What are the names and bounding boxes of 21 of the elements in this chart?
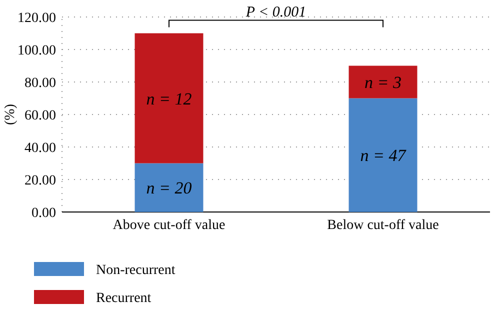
y-tick-label: 40.00: [24, 140, 56, 156]
y-tick-label: 60.00: [24, 108, 56, 124]
y-tick-label: 100.00: [18, 43, 56, 58]
bar: [134, 163, 204, 212]
annotation: n = 47: [360, 146, 408, 166]
bar: [348, 66, 418, 98]
annotation: n = 3: [364, 73, 402, 92]
legend-label: Non-recurrent: [96, 263, 176, 278]
x-tick-label: Below cut-off value: [327, 218, 439, 233]
annotation: n = 20: [146, 178, 192, 198]
bar: [348, 98, 418, 212]
y-tick-label: 120.00: [18, 10, 56, 26]
annotation: P < 0.001: [244, 4, 306, 20]
x-tick-label: Above cut-off value: [112, 218, 226, 233]
y-tick-label: 80.00: [24, 76, 56, 91]
y-tick-label: 20.00: [24, 173, 56, 188]
bar: [134, 33, 204, 164]
y-tick-label: 0.00: [32, 206, 56, 221]
annotation: n = 12: [146, 89, 192, 108]
legend-label: Recurrent: [96, 291, 152, 306]
y-axis-title: (%): [3, 104, 18, 125]
